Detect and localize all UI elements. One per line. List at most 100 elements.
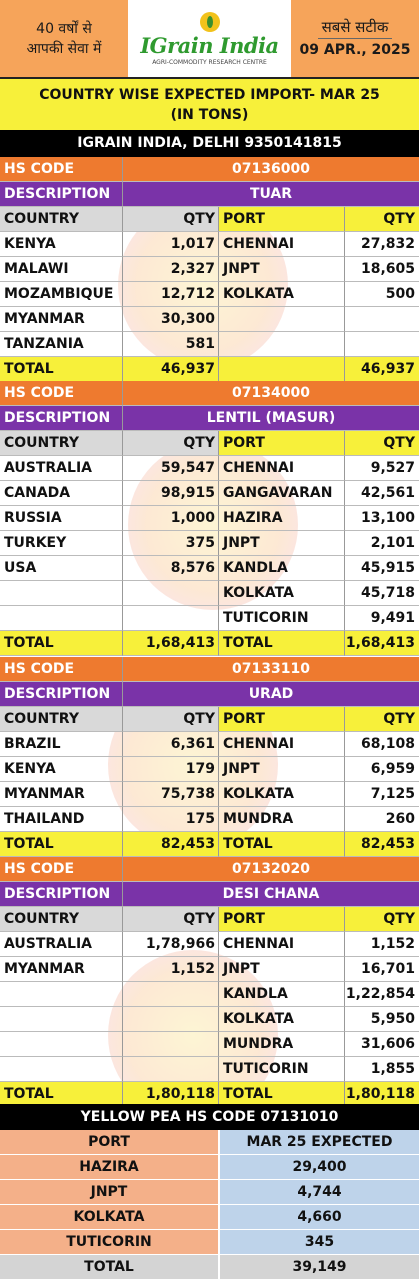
country-cell — [0, 1057, 123, 1082]
country-qty-cell — [123, 1032, 219, 1057]
port-qty-cell — [345, 332, 419, 357]
yellow-pea-row: HAZIRA 29,400 — [0, 1155, 419, 1180]
country-header: COUNTRY — [0, 907, 123, 932]
port-qty-cell: 9,491 — [345, 606, 419, 631]
total-row: TOTAL 1,68,413 TOTAL 1,68,413 — [0, 631, 419, 656]
country-cell: MYANMAR — [0, 782, 123, 807]
total-label: TOTAL — [0, 832, 123, 857]
description-value: LENTIL (MASUR) — [123, 406, 419, 431]
port-cell: CHENNAI — [219, 732, 345, 757]
hs-code-row: HS CODE 07134000 — [0, 381, 419, 406]
yellow-pea-row: KOLKATA 4,660 — [0, 1205, 419, 1230]
port-qty-cell: 1,152 — [345, 932, 419, 957]
country-cell: BRAZIL — [0, 732, 123, 757]
port-qty-header: QTY — [345, 707, 419, 732]
country-qty-cell: 30,300 — [123, 307, 219, 332]
yellow-pea-expected-header: MAR 25 EXPECTED — [220, 1130, 419, 1155]
table-row: USA 8,576 KANDLA 45,915 — [0, 556, 419, 581]
table-row: MALAWI 2,327 JNPT 18,605 — [0, 257, 419, 282]
header: 40 वर्षों से आपकी सेवा में IGrain India … — [0, 0, 419, 77]
country-qty-cell: 8,576 — [123, 556, 219, 581]
port-cell: KOLKATA — [219, 1007, 345, 1032]
country-qty-cell: 1,017 — [123, 232, 219, 257]
port-qty-cell: 9,527 — [345, 456, 419, 481]
port-qty-cell: 500 — [345, 282, 419, 307]
column-header-row: COUNTRY QTY PORT QTY — [0, 707, 419, 732]
country-header: COUNTRY — [0, 207, 123, 232]
brand-name: IGrain India — [140, 33, 279, 58]
table-row: BRAZIL 6,361 CHENNAI 68,108 — [0, 732, 419, 757]
table-row: RUSSIA 1,000 HAZIRA 13,100 — [0, 506, 419, 531]
port-qty-cell: 1,855 — [345, 1057, 419, 1082]
country-cell — [0, 581, 123, 606]
column-header-row: COUNTRY QTY PORT QTY — [0, 431, 419, 456]
description-label: DESCRIPTION — [0, 182, 123, 207]
hs-code-label: HS CODE — [0, 857, 123, 882]
country-qty-cell — [123, 606, 219, 631]
port-cell: JNPT — [219, 257, 345, 282]
tagline-left: 40 वर्षों से आपकी सेवा में — [0, 0, 128, 77]
description-row: DESCRIPTION LENTIL (MASUR) — [0, 406, 419, 431]
country-qty-cell: 179 — [123, 757, 219, 782]
country-qty-cell — [123, 982, 219, 1007]
yellow-pea-qty-cell: 29,400 — [220, 1155, 419, 1180]
port-cell: CHENNAI — [219, 932, 345, 957]
report-date: 09 APR., 2025 — [299, 42, 411, 58]
table-row: MYANMAR 30,300 — [0, 307, 419, 332]
port-qty-cell: 42,561 — [345, 481, 419, 506]
port-cell: TUTICORIN — [219, 1057, 345, 1082]
table-row: AUSTRALIA 1,78,966 CHENNAI 1,152 — [0, 932, 419, 957]
tagline-right: सबसे सटीक 09 APR., 2025 — [291, 0, 419, 77]
country-cell: AUSTRALIA — [0, 932, 123, 957]
country-qty-cell: 12,712 — [123, 282, 219, 307]
contact-bar: IGRAIN INDIA, DELHI 9350141815 — [0, 130, 419, 157]
grain-icon — [199, 12, 220, 32]
country-qty-cell: 59,547 — [123, 456, 219, 481]
country-cell — [0, 1007, 123, 1032]
country-qty-cell: 2,327 — [123, 257, 219, 282]
country-total: 1,68,413 — [123, 631, 219, 656]
country-qty-cell: 75,738 — [123, 782, 219, 807]
port-qty-header: QTY — [345, 431, 419, 456]
country-cell: MOZAMBIQUE — [0, 282, 123, 307]
port-cell: CHENNAI — [219, 456, 345, 481]
yellow-pea-row: TUTICORIN 345 — [0, 1230, 419, 1255]
total-row: TOTAL 46,937 46,937 — [0, 357, 419, 382]
port-qty-cell: 13,100 — [345, 506, 419, 531]
country-qty-cell: 6,361 — [123, 732, 219, 757]
table-row: MUNDRA 31,606 — [0, 1032, 419, 1057]
port-total-label: TOTAL — [219, 832, 345, 857]
yellow-pea-port-cell: HAZIRA — [0, 1155, 220, 1180]
port-qty-cell: 45,718 — [345, 581, 419, 606]
port-cell: JNPT — [219, 957, 345, 982]
country-header: COUNTRY — [0, 431, 123, 456]
country-cell: TURKEY — [0, 531, 123, 556]
hs-code-value: 07134000 — [123, 381, 419, 406]
port-cell: HAZIRA — [219, 506, 345, 531]
yellow-pea-header: PORT MAR 25 EXPECTED — [0, 1130, 419, 1155]
country-cell: TANZANIA — [0, 332, 123, 357]
yellow-pea-qty-cell: 345 — [220, 1230, 419, 1255]
total-row: TOTAL 1,80,118 TOTAL 1,80,118 — [0, 1082, 419, 1107]
brand-logo: IGrain India AGRI-COMMODITY RESEARCH CEN… — [128, 0, 291, 77]
table-row: TUTICORIN 9,491 — [0, 606, 419, 631]
port-qty-cell: 16,701 — [345, 957, 419, 982]
qty-header: QTY — [123, 431, 219, 456]
country-cell: AUSTRALIA — [0, 456, 123, 481]
country-cell — [0, 606, 123, 631]
port-cell: GANGAVARAN — [219, 481, 345, 506]
port-cell: TUTICORIN — [219, 606, 345, 631]
country-cell: MYANMAR — [0, 957, 123, 982]
country-total: 82,453 — [123, 832, 219, 857]
hs-code-row: HS CODE 07136000 — [0, 157, 419, 182]
port-qty-cell: 7,125 — [345, 782, 419, 807]
port-qty-cell: 27,832 — [345, 232, 419, 257]
country-cell: MALAWI — [0, 257, 123, 282]
country-header: COUNTRY — [0, 707, 123, 732]
total-row: TOTAL 82,453 TOTAL 82,453 — [0, 832, 419, 857]
column-header-row: COUNTRY QTY PORT QTY — [0, 207, 419, 232]
watermark-logo — [128, 440, 298, 610]
description-value: URAD — [123, 682, 419, 707]
table-row: MYANMAR 75,738 KOLKATA 7,125 — [0, 782, 419, 807]
